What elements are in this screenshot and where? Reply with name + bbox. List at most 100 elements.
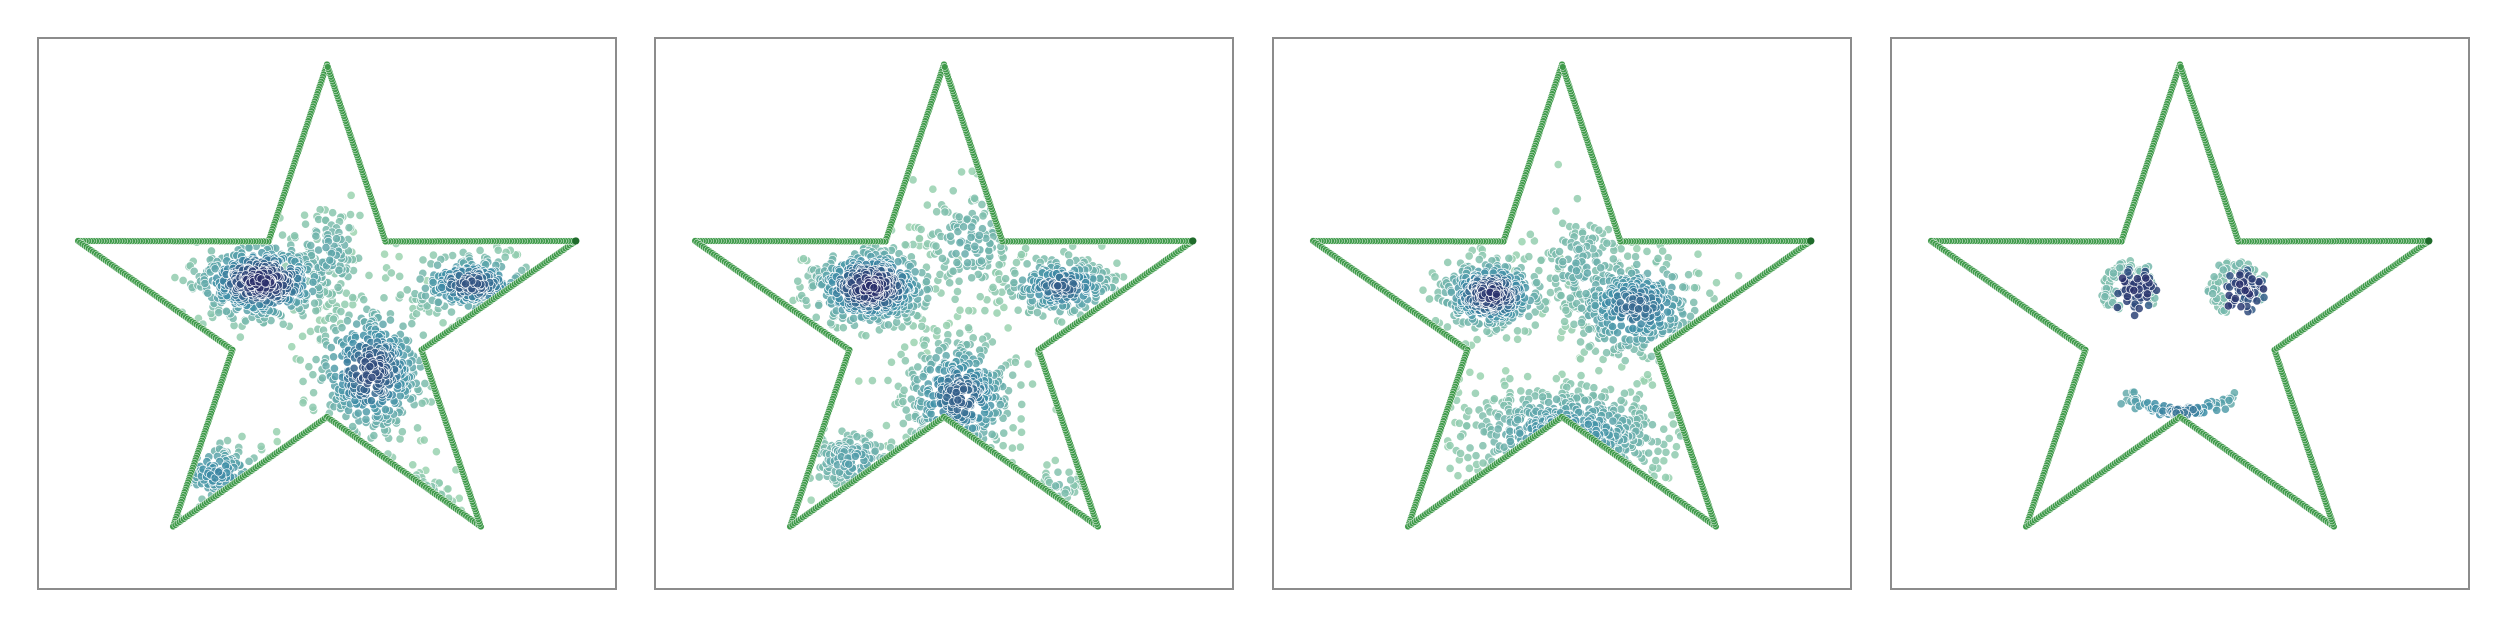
scatter-point (395, 271, 405, 281)
scatter-point (974, 230, 984, 240)
scatter-point (1569, 319, 1579, 329)
scatter-point (379, 293, 389, 303)
scatter-point (942, 320, 952, 330)
scatter-point (244, 456, 254, 466)
panel-3 (1272, 37, 1852, 590)
scatter-point (309, 388, 319, 398)
scatter-point (838, 323, 848, 333)
scatter-point (1008, 370, 1018, 380)
scatter-point (951, 387, 961, 397)
scatter-point (1472, 334, 1482, 345)
scatter-point (300, 210, 310, 220)
scatter-point (500, 252, 510, 262)
scatter-point (437, 282, 447, 292)
scatter-point (1576, 371, 1586, 381)
scatter-point (814, 472, 824, 482)
scatter-point (931, 353, 941, 363)
star-vertex-point (1189, 237, 1197, 245)
scatter-point (321, 243, 331, 253)
scatter-plot-1 (74, 60, 580, 531)
scatter-point (1589, 383, 1599, 393)
scatter-point (206, 246, 216, 256)
scatter-point (237, 431, 247, 442)
scatter-point (1057, 317, 1067, 327)
scatter-point (290, 231, 300, 241)
scatter-point (916, 224, 926, 234)
scatter-point (844, 459, 854, 469)
scatter-point (1581, 289, 1591, 299)
scatter-point (413, 423, 423, 433)
scatter-point (256, 441, 266, 451)
scatter-point (865, 430, 875, 440)
scatter-point (1009, 278, 1019, 288)
scatter-point (1471, 451, 1481, 461)
scatter-point (987, 337, 997, 347)
scatter-point (1023, 359, 1033, 369)
scatter-point (928, 184, 938, 194)
scatter-point (1011, 258, 1021, 268)
scatter-point (849, 313, 859, 323)
scatter-point (352, 319, 362, 329)
scatter-point (1501, 366, 1511, 376)
scatter-point (1464, 251, 1474, 261)
scatter-point (1576, 303, 1586, 313)
scatter-point (418, 330, 428, 340)
scatter-point (994, 260, 1004, 270)
scatter-point (355, 210, 365, 220)
scatter-point (359, 295, 369, 305)
scatter-point (966, 232, 976, 242)
scatter-point (948, 186, 958, 196)
scatter-point (214, 308, 224, 318)
scatter-point (1424, 294, 1434, 304)
scatter-point (1010, 268, 1020, 278)
scatter-point (336, 306, 346, 317)
scatter-point (1668, 419, 1678, 429)
scatter-point (952, 287, 963, 297)
scatter-point (953, 227, 963, 237)
scatter-point (1658, 246, 1668, 256)
scatter-point (901, 405, 911, 415)
scatter-point (342, 357, 352, 367)
scatter-point (801, 296, 811, 306)
scatter-point (310, 298, 320, 308)
scatter-point (999, 302, 1009, 312)
scatter-point (1560, 317, 1570, 327)
scatter-point (896, 349, 906, 359)
scatter-point (295, 355, 305, 365)
scatter-point (1661, 447, 1671, 457)
scatter-point (1653, 253, 1663, 264)
scatter-point (1653, 446, 1663, 456)
scatter-point (1517, 237, 1527, 247)
scatter-point (340, 299, 350, 309)
scatter-point (883, 320, 893, 330)
panel-2 (654, 37, 1234, 590)
scatter-point (1608, 254, 1618, 264)
scatter-point (1689, 297, 1699, 307)
scatter-point (1430, 272, 1440, 282)
scatter-point (1671, 442, 1681, 452)
scatter-point (1667, 272, 1677, 282)
scatter-point (1684, 270, 1694, 280)
scatter-point (329, 363, 339, 373)
scatter-point (1524, 311, 1534, 321)
scatter-point (955, 305, 965, 315)
scatter-point (1553, 160, 1563, 170)
scatter-point (950, 294, 960, 304)
scatter-point (1504, 253, 1514, 263)
scatter-point (1693, 249, 1703, 259)
scatter-point (244, 243, 254, 253)
scatter-point (412, 309, 422, 319)
scatter-point (432, 260, 443, 270)
scatter-point (1501, 333, 1512, 343)
scatter-point (1651, 456, 1661, 466)
scatter-point (1042, 460, 1052, 470)
scatter-point (975, 292, 985, 302)
scatter-point (346, 210, 356, 220)
scatter-point (332, 234, 342, 244)
scatter-point (806, 495, 816, 505)
scatter-point (348, 422, 358, 432)
scatter-point (1523, 372, 1533, 382)
scatter-point (1065, 258, 1075, 268)
scatter-point (980, 306, 990, 316)
scatter-point (517, 265, 527, 275)
